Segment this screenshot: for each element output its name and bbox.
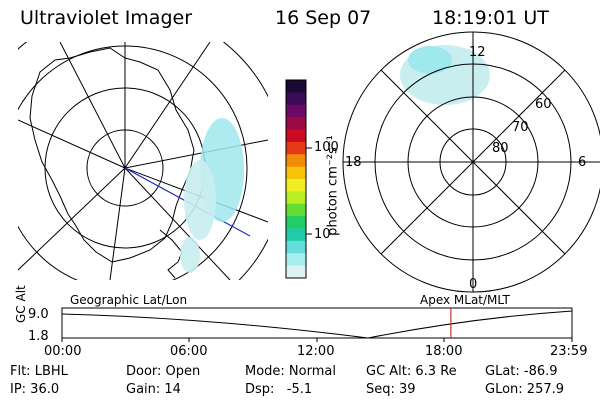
apex-map-label: Apex MLat/MLT [420,293,510,307]
colorbar-swatch [286,80,306,93]
polar-grid [342,31,600,293]
info-ip: IP: 36.0 [10,382,60,397]
orbit-xtick-0600: 06:00 [170,344,208,359]
colorbar-tick-10: 10 [314,227,331,242]
colorbar-swatch [286,92,306,106]
app-title: Ultraviolet Imager [20,7,193,29]
date-label: 16 Sep 07 [275,7,372,29]
colorbar-swatch [286,141,306,155]
geo-map-label: Geographic Lat/Lon [70,293,188,307]
colorbar-swatch [286,203,306,217]
orbit-plot [61,307,573,339]
colorbar-swatch [286,117,306,130]
colorbar-swatch [286,240,306,254]
colorbar-swatch [286,216,306,229]
info-gain: Gain: 14 [126,382,181,397]
info-gc-alt: GC Alt: 6.3 Re [366,364,457,379]
colorbar-tick-100: 100 [314,140,339,155]
orbit-xtick-2359: 23:59 [550,344,588,359]
info-flt: Flt: LBHL [10,364,68,379]
colorbar-swatch [286,179,306,192]
info-mode: Mode: Normal [245,364,336,379]
info-door: Door: Open [126,364,201,379]
colorbar-swatch [286,154,306,168]
colorbar-swatch [286,166,306,180]
colorbar-label: photon cm⁻²s⁻¹ [325,135,341,236]
polar-label-80: 80 [492,141,509,156]
info-glat: GLat: -86.9 [485,364,558,379]
orbit-ytick-9: 9.0 [28,307,49,322]
polar-label-0: 0 [469,277,478,292]
orbit-xtick-1200: 12:00 [297,344,335,359]
orbit-xtick-0000: 00:00 [44,344,82,359]
time-label: 18:19:01 UT [432,7,549,29]
info-glon: GLon: 257.9 [485,382,565,397]
colorbar-swatch [286,265,306,279]
orbit-ytick-1-8: 1.8 [28,329,49,344]
orbit-ylabel: GC Alt [14,285,28,323]
polar-label-18: 18 [345,155,362,170]
info-seq: Seq: 39 [366,382,416,397]
orbit-xtick-1800: 18:00 [425,344,463,359]
colorbar-swatch [286,129,306,143]
polar-label-12: 12 [469,45,486,60]
colorbar-swatch [286,253,306,267]
colorbar-swatch [286,228,306,242]
colorbar-swatch [286,104,306,118]
info-dsp: Dsp: -5.1 [245,382,313,397]
polar-label-6: 6 [578,155,587,170]
polar-label-60: 60 [535,97,552,112]
colorbar-swatch [286,191,306,205]
colorbar [286,80,306,279]
polar-label-70: 70 [512,120,529,135]
